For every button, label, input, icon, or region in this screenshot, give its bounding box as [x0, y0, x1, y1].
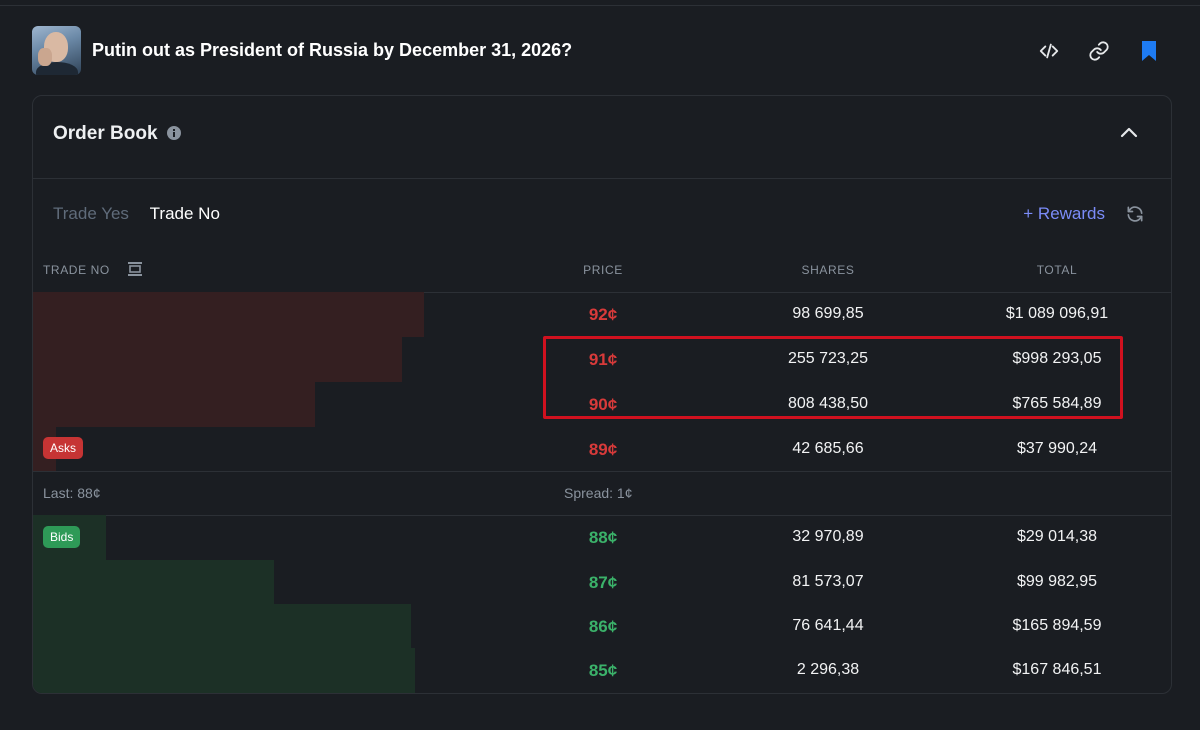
last-price: Last: 88¢: [43, 485, 101, 501]
order-book-card: Order Book Trade Yes Trade No + Rewards …: [32, 95, 1172, 694]
bid-row[interactable]: 87¢ 81 573,07 $99 982,95: [33, 560, 1171, 605]
info-icon[interactable]: [167, 126, 181, 140]
ask-row[interactable]: 92¢ 98 699,85 $1 089 096,91: [33, 292, 1171, 337]
total-cell: $1 089 096,91: [1005, 305, 1109, 322]
shares-cell: 81 573,07: [792, 573, 864, 590]
total-cell: $165 894,59: [1012, 617, 1102, 634]
depth-icon[interactable]: [127, 262, 143, 276]
link-icon[interactable]: [1087, 39, 1111, 63]
total-cell: $998 293,05: [1012, 350, 1102, 367]
price-cell: 90¢: [588, 395, 618, 414]
ask-row[interactable]: Asks 89¢ 42 685,66 $37 990,24: [33, 427, 1171, 472]
market-title: Putin out as President of Russia by Dece…: [92, 40, 573, 60]
total-cell: $29 014,38: [1016, 528, 1098, 545]
top-divider: [0, 5, 1200, 6]
price-cell: 89¢: [588, 440, 618, 459]
price-cell: 86¢: [588, 617, 618, 636]
ask-row[interactable]: 90¢ 808 438,50 $765 584,89: [33, 382, 1171, 427]
total-cell: $37 990,24: [1016, 440, 1098, 457]
depth-bar: [33, 337, 402, 382]
shares-cell: 2 296,38: [796, 661, 860, 678]
price-cell: 88¢: [588, 528, 618, 547]
total-cell: $167 846,51: [1012, 661, 1102, 678]
embed-icon[interactable]: [1037, 39, 1061, 63]
asks-badge: Asks: [43, 437, 84, 459]
column-header-total: TOTAL: [1036, 263, 1078, 277]
market-avatar: [32, 26, 81, 75]
depth-bar: [33, 560, 274, 605]
market-header: Putin out as President of Russia by Dece…: [32, 26, 1170, 76]
shares-cell: 98 699,85: [792, 305, 864, 322]
price-cell: 87¢: [588, 573, 618, 592]
depth-bar: [33, 604, 411, 649]
bid-row[interactable]: 86¢ 76 641,44 $165 894,59: [33, 604, 1171, 649]
shares-cell: 808 438,50: [787, 395, 869, 412]
bookmark-icon[interactable]: [1137, 39, 1161, 63]
refresh-icon[interactable]: [1125, 204, 1145, 224]
bids-badge: Bids: [43, 526, 81, 548]
shares-cell: 32 970,89: [792, 528, 864, 545]
column-header-price: PRICE: [583, 263, 623, 277]
order-book-title: Order Book: [53, 123, 158, 144]
shares-cell: 76 641,44: [792, 617, 864, 634]
spread-row: Last: 88¢ Spread: 1¢: [33, 471, 1171, 516]
spread-value: Spread: 1¢: [564, 485, 633, 501]
depth-bar: [33, 292, 424, 337]
column-header-trade: TRADE NO: [43, 263, 110, 277]
trade-tabs: Trade Yes Trade No: [53, 204, 236, 224]
price-cell: 92¢: [588, 305, 618, 324]
depth-bar: [33, 382, 315, 427]
order-book-header: Order Book: [33, 96, 1171, 179]
total-cell: $765 584,89: [1012, 395, 1102, 412]
bid-row[interactable]: Bids 88¢ 32 970,89 $29 014,38: [33, 515, 1171, 560]
tab-trade-no[interactable]: Trade No: [149, 204, 220, 223]
ask-row[interactable]: 91¢ 255 723,25 $998 293,05: [33, 337, 1171, 382]
price-cell: 85¢: [588, 661, 618, 680]
rewards-button[interactable]: + Rewards: [1023, 204, 1105, 223]
header-divider: [33, 292, 1171, 293]
shares-cell: 42 685,66: [792, 440, 864, 457]
depth-bar: [33, 648, 415, 693]
chevron-up-icon[interactable]: [1117, 121, 1141, 145]
tab-trade-yes[interactable]: Trade Yes: [53, 204, 129, 223]
column-header-shares: SHARES: [801, 263, 855, 277]
price-cell: 91¢: [588, 350, 618, 369]
bid-row[interactable]: 85¢ 2 296,38 $167 846,51: [33, 648, 1171, 693]
total-cell: $99 982,95: [1016, 573, 1098, 590]
shares-cell: 255 723,25: [787, 350, 869, 367]
